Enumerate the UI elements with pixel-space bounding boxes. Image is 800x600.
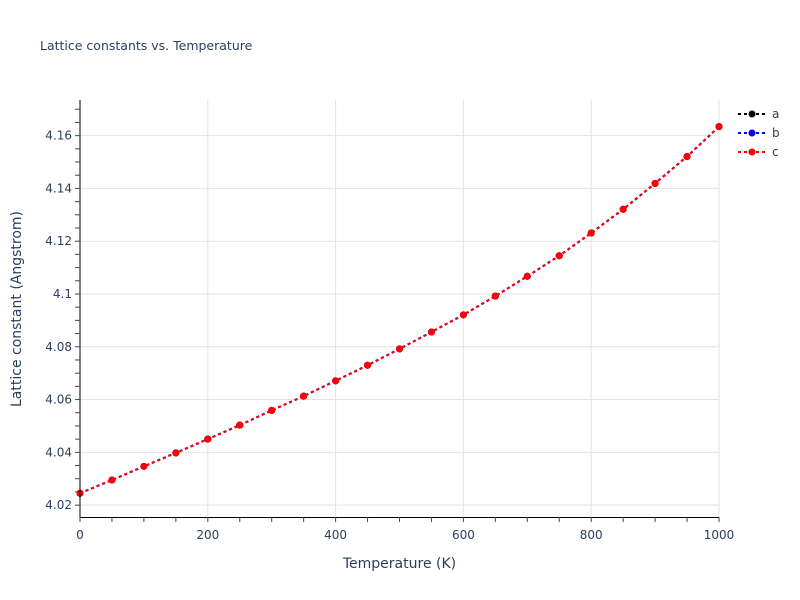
data-point[interactable] [236, 421, 244, 429]
data-point[interactable] [523, 272, 531, 280]
series-b[interactable] [76, 123, 723, 497]
x-tick-label: 0 [76, 528, 84, 542]
data-point[interactable] [332, 377, 340, 385]
x-tick-label: 400 [324, 528, 347, 542]
legend-label: b [772, 126, 780, 140]
series-c[interactable] [76, 123, 723, 497]
legend-label: c [772, 145, 779, 159]
chart-title: Lattice constants vs. Temperature [40, 38, 253, 53]
data-point[interactable] [587, 229, 595, 237]
data-point[interactable] [172, 449, 180, 457]
data-point[interactable] [427, 328, 435, 336]
x-tick-label: 800 [580, 528, 603, 542]
legend-item-b[interactable]: b [738, 126, 780, 140]
legend-marker-icon [748, 129, 756, 137]
plot-area[interactable] [76, 123, 723, 497]
y-axis-title: Lattice constant (Angstrom) [9, 211, 25, 407]
y-tick-label: 4.02 [45, 498, 72, 512]
x-tick-label: 600 [452, 528, 475, 542]
data-point[interactable] [364, 361, 372, 369]
data-point[interactable] [140, 462, 148, 470]
series-line-c [79, 125, 720, 495]
legend-marker-icon [748, 110, 756, 118]
data-point[interactable] [268, 406, 276, 414]
legend-item-a[interactable]: a [738, 107, 779, 121]
data-point[interactable] [204, 435, 212, 443]
data-point[interactable] [459, 311, 467, 319]
data-point[interactable] [108, 476, 116, 484]
data-point[interactable] [491, 292, 499, 300]
data-point[interactable] [396, 345, 403, 353]
data-point[interactable] [300, 392, 308, 400]
legend-label: a [772, 107, 779, 121]
y-tick-label: 4.04 [45, 445, 72, 459]
data-point[interactable] [715, 123, 723, 131]
legend-item-c[interactable]: c [738, 145, 779, 159]
axes: 0 200 400 600 800 1000 4.02 4.04 4.06 4.08 4.1 4.12… [45, 100, 734, 542]
y-tick-label: 4.14 [45, 181, 72, 195]
y-tick-label: 4.08 [45, 340, 72, 354]
series-line-b [79, 125, 720, 495]
legend-marker-icon [748, 148, 756, 156]
data-point[interactable] [619, 205, 627, 213]
x-tick-label: 200 [196, 528, 219, 542]
x-tick-label: 1000 [704, 528, 735, 542]
y-tick-label: 4.1 [53, 287, 72, 301]
data-point[interactable] [683, 152, 691, 160]
data-point[interactable] [651, 179, 659, 187]
legend[interactable]: abc [738, 107, 780, 159]
y-tick-label: 4.12 [45, 234, 72, 248]
data-point[interactable] [555, 252, 563, 260]
y-tick-label: 4.16 [45, 129, 72, 143]
series-a[interactable] [76, 123, 723, 497]
y-tick-label: 4.06 [45, 393, 72, 407]
x-axis-title: Temperature (K) [342, 556, 456, 572]
series-line-a [79, 125, 720, 495]
